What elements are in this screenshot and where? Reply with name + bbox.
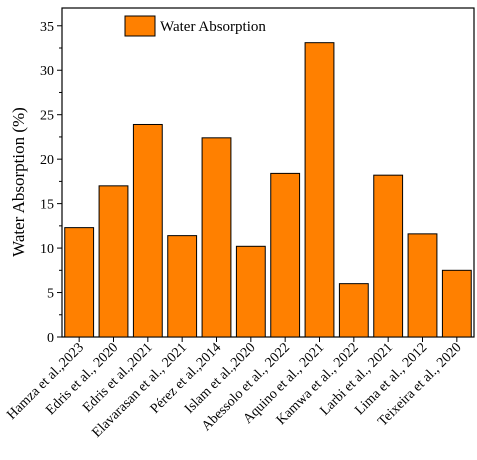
bar xyxy=(304,42,335,338)
bar xyxy=(132,123,163,338)
y-tick-label: 20 xyxy=(40,153,54,168)
y-tick-label: 30 xyxy=(40,64,54,79)
bar xyxy=(98,185,129,338)
bar xyxy=(270,172,301,338)
bar xyxy=(64,227,95,338)
y-tick-label: 10 xyxy=(40,242,54,257)
y-tick-label: 15 xyxy=(40,198,54,213)
legend-swatch xyxy=(124,15,156,37)
bar xyxy=(338,283,369,338)
y-tick-label: 35 xyxy=(40,20,54,35)
bar xyxy=(201,137,232,338)
plot-area xyxy=(61,7,475,338)
bar xyxy=(167,235,198,338)
y-tick-label: 0 xyxy=(47,331,54,346)
bar xyxy=(407,233,438,338)
y-tick-label: 25 xyxy=(40,109,54,124)
legend-label: Water Absorption xyxy=(160,19,266,35)
plot-frame xyxy=(61,7,475,338)
y-axis-ticks: 0 5 10 15 20 25 30 35 xyxy=(40,20,62,346)
bar xyxy=(441,269,472,338)
y-axis-title: Water Absorption (%) xyxy=(9,107,28,257)
bar-group xyxy=(64,42,472,338)
legend: Water Absorption xyxy=(124,15,266,37)
bar xyxy=(235,245,266,338)
y-tick-label: 5 xyxy=(47,287,54,302)
bar xyxy=(373,174,404,338)
